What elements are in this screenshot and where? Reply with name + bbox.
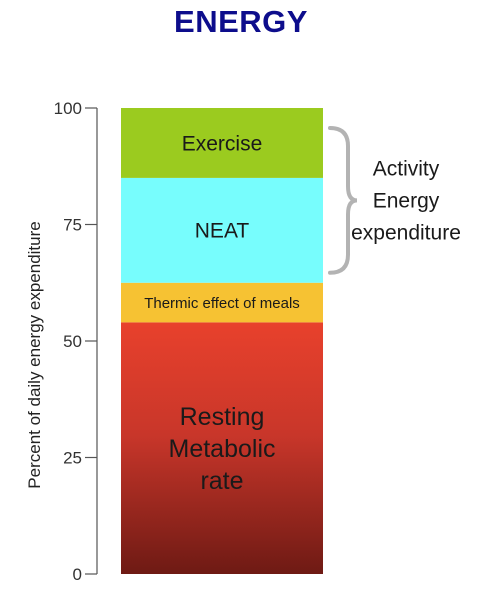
annotation-label: Activity	[373, 157, 440, 180]
segment-label: rate	[200, 467, 243, 495]
bar-segment-exercise	[121, 108, 323, 178]
segment-label: Exercise	[182, 132, 263, 155]
segment-label: Resting	[180, 403, 265, 431]
bar-segment-thermic-effect-of-meals	[121, 282, 323, 323]
chart-title: ENERGY	[174, 4, 308, 39]
y-tick-label: 0	[73, 565, 82, 584]
y-tick-label: 75	[63, 216, 82, 235]
segment-label: Metabolic	[169, 435, 276, 463]
annotation-label: expenditure	[351, 221, 461, 244]
y-axis-label: Percent of daily energy expenditure	[25, 221, 44, 488]
annotation-label: Energy	[373, 189, 440, 212]
y-tick-label: 25	[63, 449, 82, 468]
y-tick-label: 100	[54, 99, 82, 118]
segment-label: Thermic effect of meals	[144, 295, 300, 312]
bar-segment-resting-metabolic-rate	[121, 322, 323, 574]
bar-segment-neat	[121, 177, 323, 283]
y-tick-label: 50	[63, 332, 82, 351]
activity-brace	[328, 126, 358, 275]
segment-label: NEAT	[195, 220, 250, 243]
